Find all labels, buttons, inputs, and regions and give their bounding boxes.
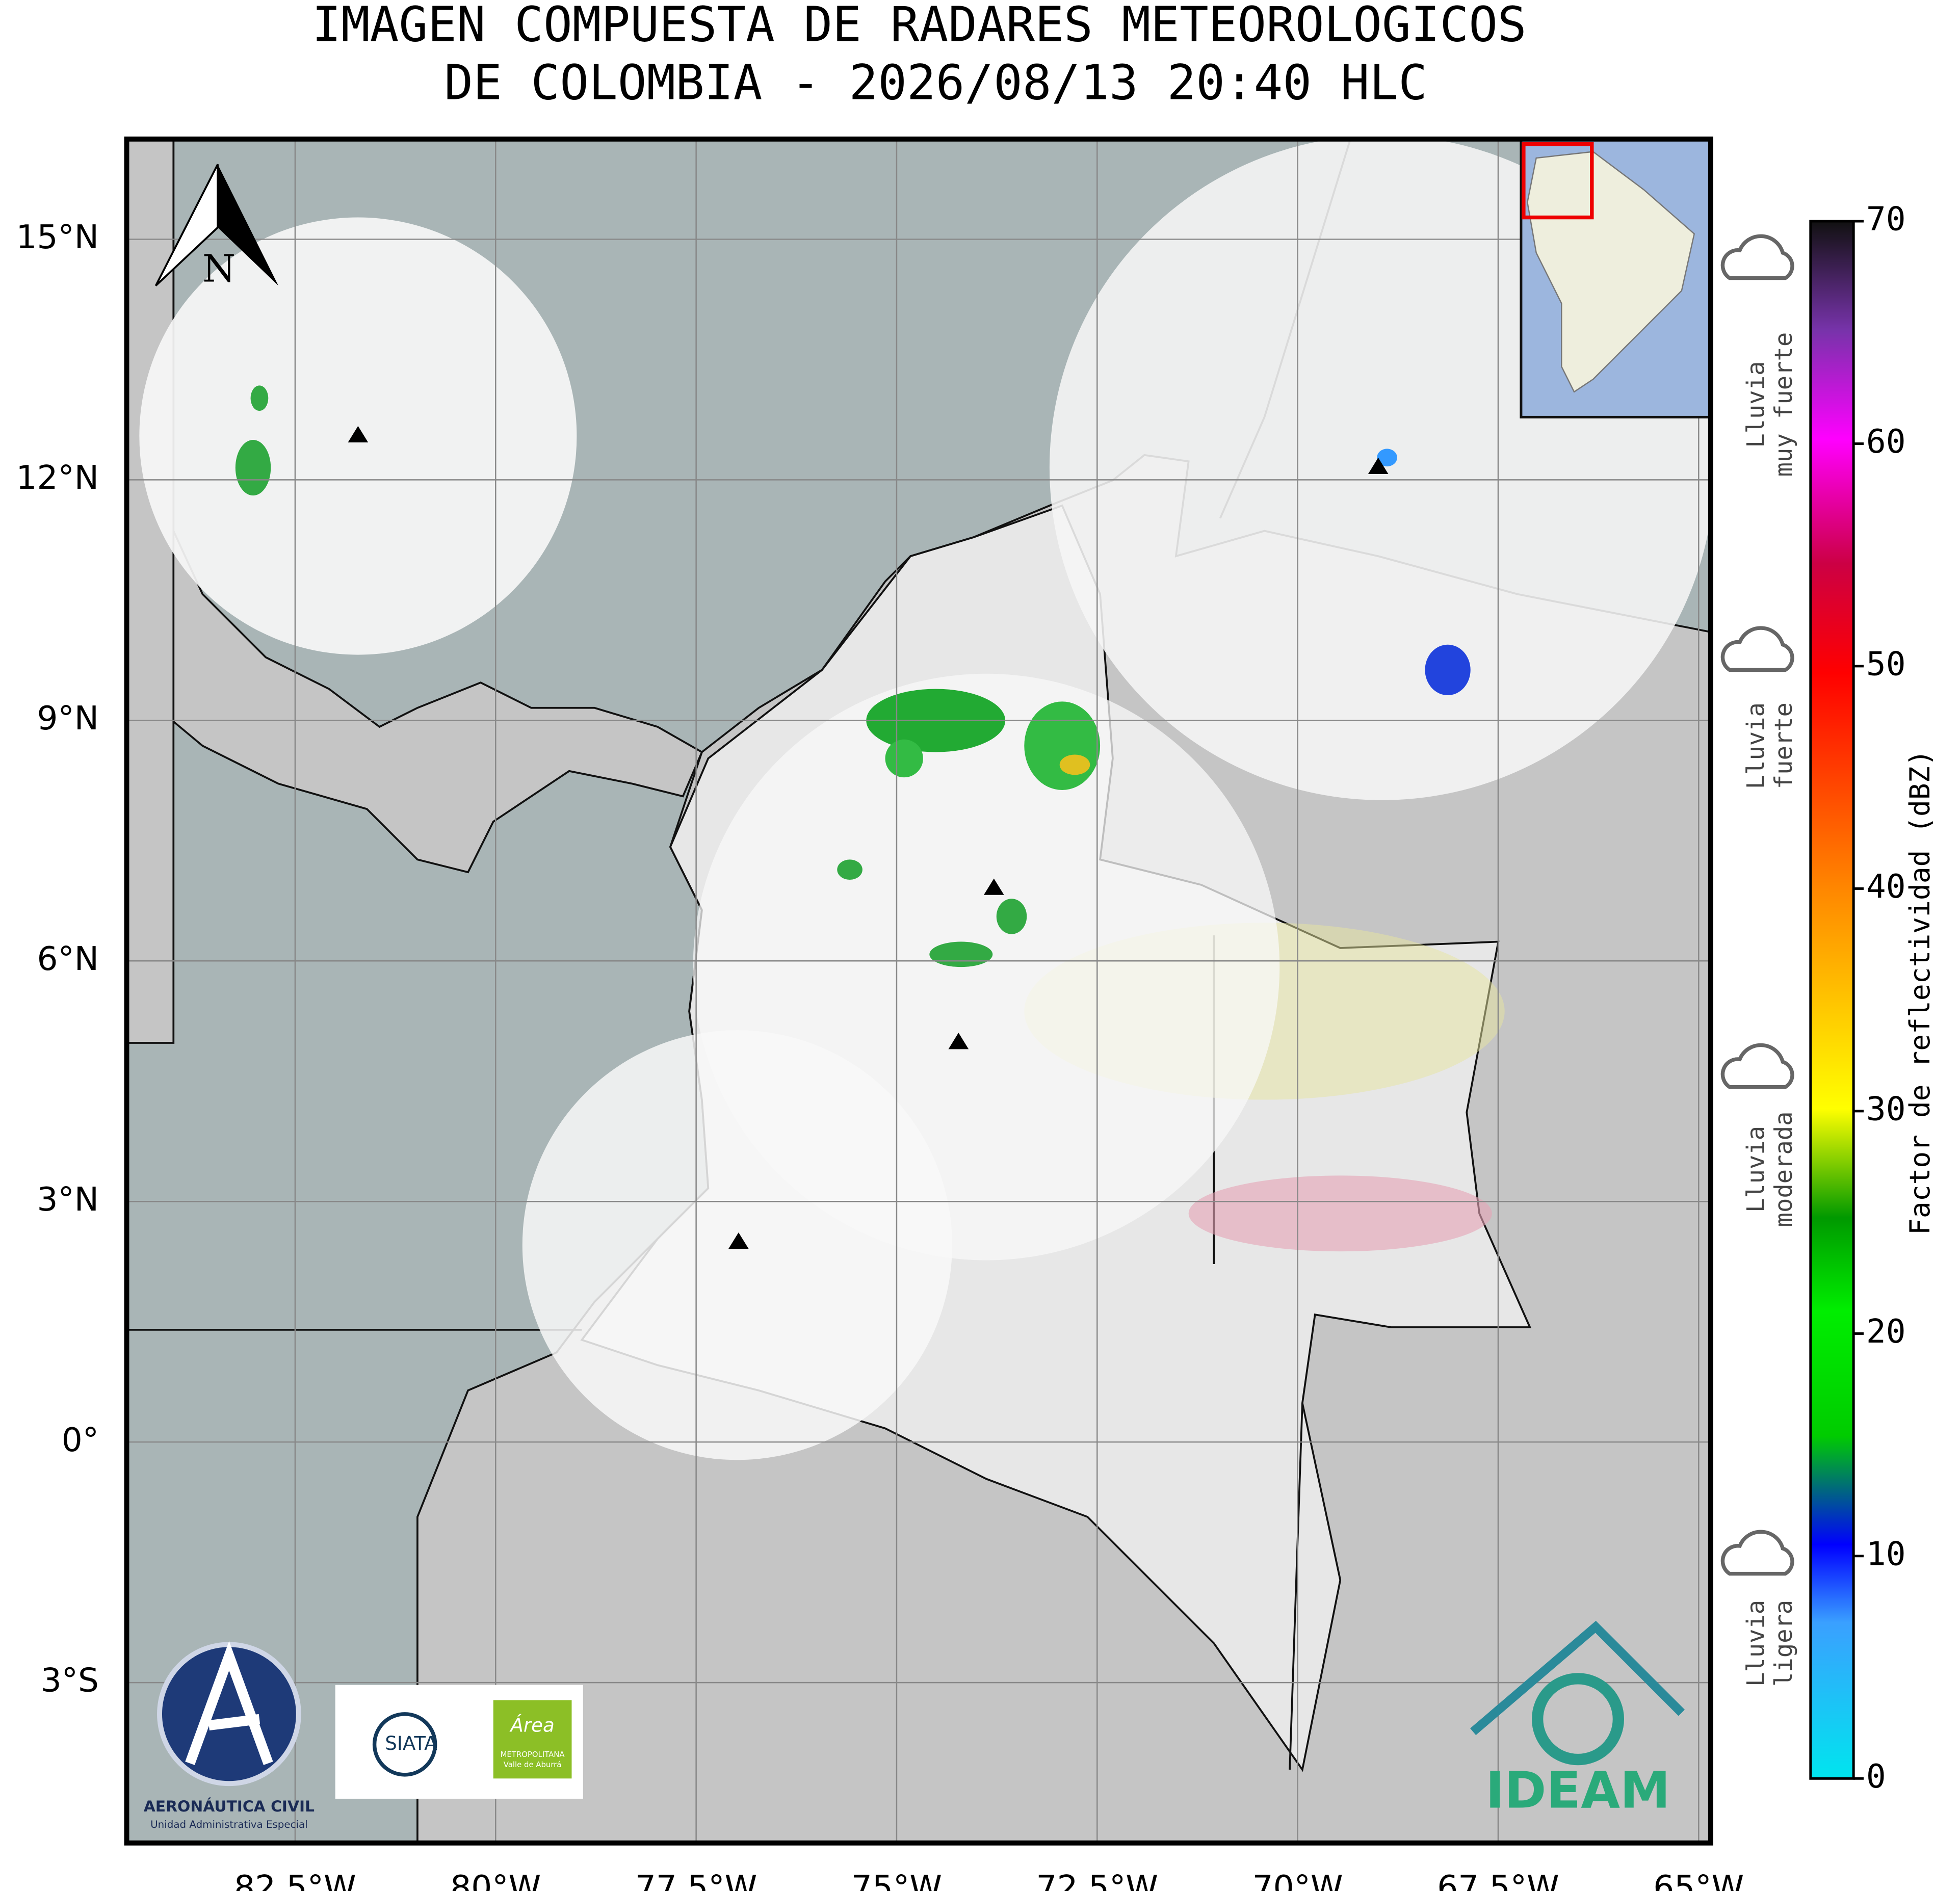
x-tick-label: 70°W bbox=[1252, 1869, 1343, 1891]
land bbox=[126, 139, 703, 874]
colorbar bbox=[1809, 220, 1855, 1780]
colorbar-tick-label: 10 bbox=[1866, 1535, 1906, 1573]
x-tick-label: 82.5°W bbox=[234, 1869, 356, 1891]
map-frame bbox=[124, 136, 1713, 1846]
logo-text: IDEAM bbox=[1485, 1761, 1670, 1820]
inset-map bbox=[1520, 139, 1711, 418]
graticule bbox=[126, 139, 1711, 1843]
rain-item: Lluvia ligera bbox=[1720, 1530, 1798, 1687]
x-tick-label: 65°W bbox=[1653, 1869, 1744, 1891]
logo-text: Valle de Aburrá bbox=[504, 1760, 562, 1769]
y-tick-label: 9°N bbox=[37, 699, 98, 738]
x-tick-label: 75°W bbox=[851, 1869, 942, 1891]
logos: AERONÁUTICA CIVIL Unidad Administrativa … bbox=[144, 1620, 1685, 1830]
rain-label: ligera bbox=[1770, 1600, 1798, 1687]
logo-text: METROPOLITANA bbox=[501, 1750, 565, 1759]
colorbar-ticks: 0 10 20 30 40 50 60 70 bbox=[1853, 200, 1906, 1796]
y-tick-label: 3°N bbox=[37, 1180, 98, 1219]
map: N AERONÁUTICA CIVIL Unidad Administrativ… bbox=[126, 139, 1711, 1843]
radar-sites bbox=[348, 426, 1389, 1249]
axes: 82.5°W 80°W 77.5°W 75°W 72.5°W 70°W 67.5°W 65°W… bbox=[16, 218, 1744, 1891]
rain-label: Lluvia bbox=[1742, 361, 1770, 448]
x-tick-label: 80°W bbox=[450, 1869, 541, 1891]
colorbar-tick-label: 0 bbox=[1866, 1757, 1886, 1796]
rain-label: muy fuerte bbox=[1770, 332, 1798, 477]
rain-label: Lluvia bbox=[1742, 702, 1770, 789]
colorbar-tick-label: 40 bbox=[1866, 868, 1906, 906]
colorbar-tick-label: 70 bbox=[1866, 200, 1906, 239]
y-tick-label: 15°N bbox=[16, 218, 98, 256]
colorbar-tick-label: 50 bbox=[1866, 645, 1906, 684]
colorbar-tick-label: 60 bbox=[1866, 423, 1906, 461]
y-tick-label: 12°N bbox=[16, 459, 98, 497]
logo-text: Área bbox=[509, 1714, 554, 1737]
logo-text: AERONÁUTICA CIVIL bbox=[144, 1797, 315, 1816]
rain-label: Lluvia bbox=[1742, 1600, 1770, 1687]
rain-item: Lluvia fuerte bbox=[1720, 626, 1798, 789]
y-tick-label: 0° bbox=[62, 1421, 99, 1459]
rain-label: moderada bbox=[1770, 1111, 1798, 1227]
colorbar-tick-label: 30 bbox=[1866, 1090, 1906, 1128]
x-tick-label: 77.5°W bbox=[635, 1869, 757, 1891]
rain-label: fuerte bbox=[1770, 702, 1798, 789]
region-shade bbox=[1188, 1175, 1492, 1252]
weather-icon bbox=[1720, 626, 1794, 672]
y-tick-label: 6°N bbox=[37, 940, 98, 978]
logo-text: SIATA bbox=[385, 1732, 437, 1754]
rain-item: Lluvia moderada bbox=[1720, 1043, 1798, 1227]
weather-icon bbox=[1720, 234, 1794, 280]
colorbar-label: Factor de reflectividad (dBZ) bbox=[1903, 750, 1936, 1235]
x-tick-label: 72.5°W bbox=[1036, 1869, 1159, 1891]
north-label: N bbox=[202, 247, 236, 291]
logo-text: Unidad Administrativa Especial bbox=[150, 1819, 308, 1830]
weather-icon bbox=[1720, 1043, 1794, 1089]
colorbar-tick-label: 20 bbox=[1866, 1312, 1906, 1351]
rain-label: Lluvia bbox=[1742, 1126, 1770, 1213]
title-line: IMAGEN COMPUESTA DE RADARES METEOROLOGIC… bbox=[312, 0, 1526, 52]
y-tick-label: 3°S bbox=[41, 1662, 99, 1700]
title-line: DE COLOMBIA - 2026/08/13 20:40 HLC bbox=[444, 56, 1427, 111]
rain-item: Lluvia muy fuerte bbox=[1720, 234, 1798, 477]
x-tick-label: 67.5°W bbox=[1437, 1869, 1559, 1891]
weather-icon bbox=[1720, 1530, 1794, 1576]
